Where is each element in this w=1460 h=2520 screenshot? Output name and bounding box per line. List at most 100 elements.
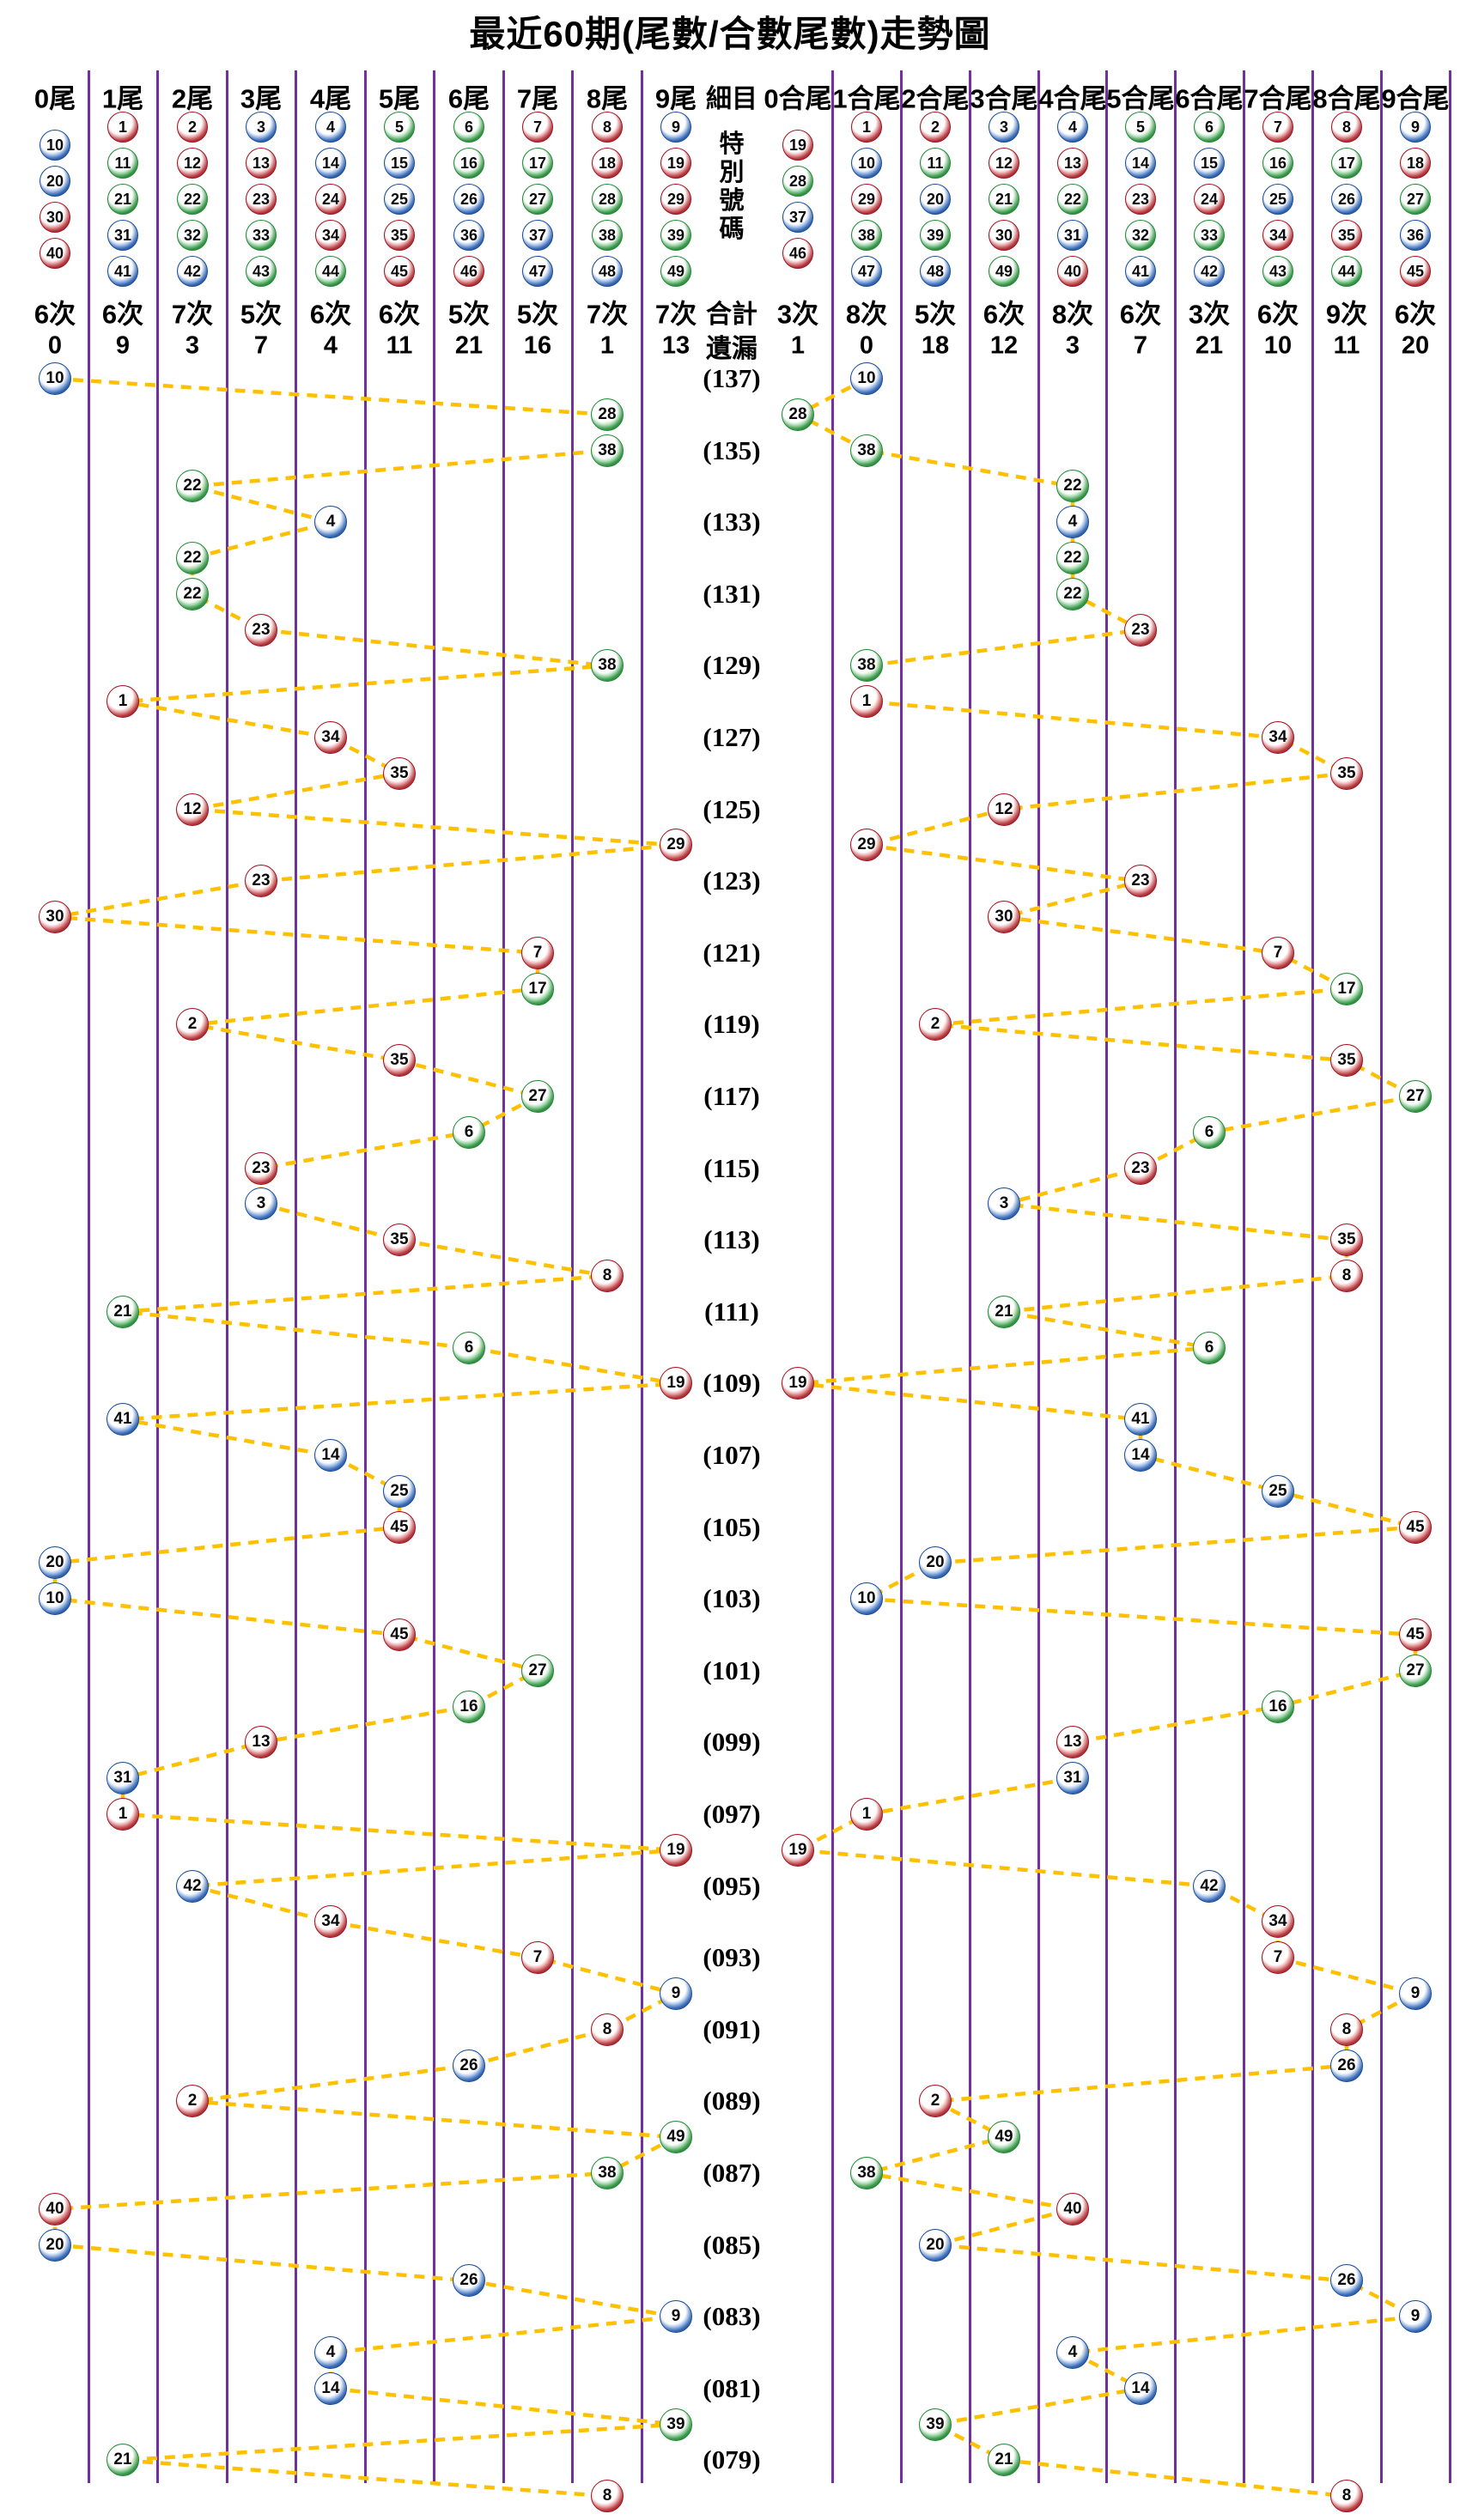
lottery-ball-16: 16 <box>453 148 484 179</box>
lottery-ball-40: 40 <box>1057 256 1088 287</box>
miss-cell: 18 <box>921 331 950 360</box>
column-header: 2合尾 <box>901 83 970 114</box>
lottery-ball-1: 1 <box>851 112 882 143</box>
lottery-ball-8: 8 <box>1330 1260 1363 1292</box>
lottery-ball-4: 4 <box>1056 506 1089 539</box>
lottery-ball-34: 34 <box>315 220 346 251</box>
count-cell: 6次 <box>33 299 76 330</box>
lottery-ball-14: 14 <box>314 2371 347 2405</box>
grid-line <box>640 70 643 2483</box>
lottery-ball-4: 4 <box>314 506 347 539</box>
lottery-ball-7: 7 <box>521 1941 554 1975</box>
column-header: 4尾 <box>309 83 352 114</box>
lottery-ball-7: 7 <box>1262 1941 1294 1975</box>
lottery-ball-3: 3 <box>989 112 1019 143</box>
lottery-ball-7: 7 <box>522 112 553 143</box>
miss-cell: 11 <box>386 331 413 360</box>
lottery-ball-47: 47 <box>522 256 553 287</box>
lottery-ball-3: 3 <box>245 1187 277 1221</box>
lottery-ball-21: 21 <box>106 1295 139 1328</box>
total-label: 合計 <box>706 301 757 329</box>
lottery-ball-18: 18 <box>592 148 623 179</box>
grid-line <box>1037 70 1040 2483</box>
grid-line <box>968 70 971 2483</box>
column-header: 1合尾 <box>832 83 901 114</box>
lottery-ball-26: 26 <box>453 184 484 215</box>
period-label: (111) <box>704 1296 759 1327</box>
period-label: (119) <box>703 1009 760 1040</box>
period-label: (129) <box>703 650 761 681</box>
lottery-ball-45: 45 <box>383 1510 416 1544</box>
miss-cell: 1 <box>599 331 615 360</box>
lottery-ball-22: 22 <box>1056 577 1089 610</box>
period-label: (117) <box>703 1081 760 1111</box>
count-cell: 6次 <box>378 299 421 330</box>
lottery-ball-10: 10 <box>39 1582 71 1616</box>
lottery-ball-13: 13 <box>245 1726 277 1759</box>
period-label: (101) <box>703 1655 761 1685</box>
lottery-ball-15: 15 <box>1194 148 1225 179</box>
lottery-ball-16: 16 <box>1262 1690 1294 1723</box>
lottery-ball-20: 20 <box>920 184 951 215</box>
lottery-ball-25: 25 <box>384 184 415 215</box>
count-cell: 8次 <box>1051 299 1094 330</box>
lottery-ball-6: 6 <box>453 1115 485 1149</box>
lottery-ball-10: 10 <box>850 362 883 395</box>
period-label: (081) <box>703 2372 761 2403</box>
lottery-ball-21: 21 <box>989 184 1019 215</box>
lottery-ball-48: 48 <box>592 256 623 287</box>
lottery-ball-15: 15 <box>384 148 415 179</box>
count-cell: 7次 <box>171 299 214 330</box>
period-label: (109) <box>703 1368 761 1399</box>
lottery-ball-42: 42 <box>177 256 208 287</box>
lottery-ball-2: 2 <box>176 1008 209 1041</box>
lottery-ball-21: 21 <box>988 2444 1020 2477</box>
lottery-ball-45: 45 <box>383 1618 416 1651</box>
lottery-ball-35: 35 <box>1330 1224 1363 1257</box>
lottery-ball-8: 8 <box>591 2013 624 2046</box>
lottery-ball-32: 32 <box>1125 220 1156 251</box>
miss-cell: 16 <box>523 331 552 360</box>
lottery-ball-26: 26 <box>453 2049 485 2082</box>
count-cell: 5次 <box>240 299 283 330</box>
grid-line <box>156 70 159 2483</box>
lottery-ball-20: 20 <box>39 2228 71 2262</box>
miss-cell: 0 <box>859 331 874 360</box>
lottery-ball-39: 39 <box>660 220 691 251</box>
column-header: 7尾 <box>516 83 559 114</box>
lottery-ball-1: 1 <box>106 1798 139 1831</box>
period-label: (115) <box>703 1152 760 1183</box>
lottery-ball-1: 1 <box>107 112 138 143</box>
lottery-ball-4: 4 <box>1057 112 1088 143</box>
lottery-ball-41: 41 <box>107 256 138 287</box>
count-cell: 6次 <box>309 299 352 330</box>
lottery-ball-49: 49 <box>660 256 691 287</box>
miss-cell: 3 <box>1065 331 1080 360</box>
lottery-ball-40: 40 <box>1056 2192 1089 2225</box>
lottery-ball-37: 37 <box>782 202 813 233</box>
period-label: (135) <box>703 434 761 465</box>
count-cell: 5次 <box>516 299 559 330</box>
lottery-ball-39: 39 <box>660 2408 692 2441</box>
lottery-ball-43: 43 <box>246 256 277 287</box>
lottery-ball-46: 46 <box>782 238 813 269</box>
lottery-ball-31: 31 <box>1057 220 1088 251</box>
count-cell: 6次 <box>1119 299 1162 330</box>
period-label: (123) <box>703 865 761 896</box>
lottery-ball-10: 10 <box>850 1582 883 1616</box>
lottery-ball-35: 35 <box>1331 220 1362 251</box>
lottery-ball-40: 40 <box>40 238 70 269</box>
grid-line <box>1105 70 1108 2483</box>
lottery-ball-27: 27 <box>1399 1080 1432 1113</box>
lottery-ball-10: 10 <box>39 362 71 395</box>
lottery-ball-11: 11 <box>920 148 951 179</box>
period-label: (093) <box>703 1942 761 1973</box>
lottery-ball-22: 22 <box>1056 542 1089 574</box>
lottery-ball-39: 39 <box>920 220 951 251</box>
period-label: (137) <box>703 363 761 393</box>
lottery-ball-32: 32 <box>177 220 208 251</box>
lottery-ball-26: 26 <box>1331 184 1362 215</box>
count-cell: 7次 <box>586 299 629 330</box>
miss-cell: 10 <box>1263 331 1293 360</box>
column-header: 3尾 <box>240 83 283 114</box>
